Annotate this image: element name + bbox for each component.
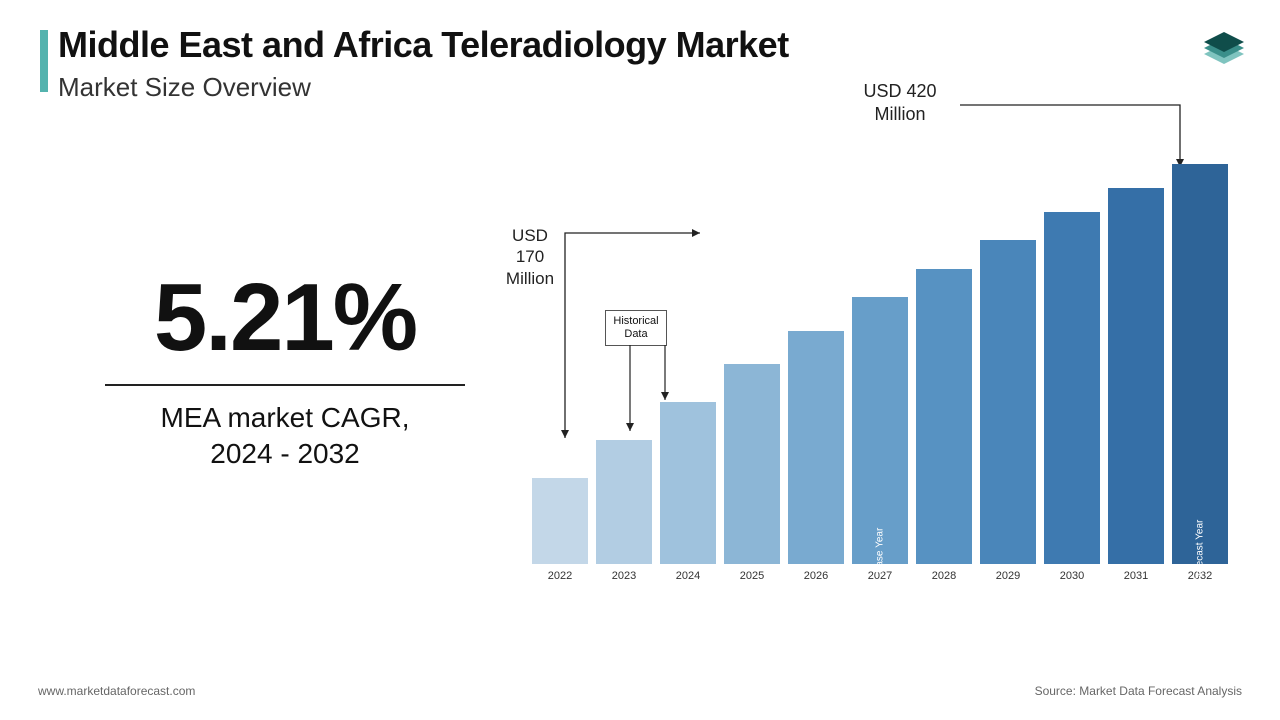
- bar-rect: [1044, 212, 1100, 564]
- bar-internal-label: Base Year: [875, 528, 886, 574]
- bar-year-label: 2030: [1060, 570, 1084, 582]
- cagr-block: 5.21% MEA market CAGR, 2024 - 2032: [105, 270, 465, 473]
- bar-year-label: 2024: [676, 570, 700, 582]
- bar-2032: Forecast Year2032: [1172, 164, 1228, 582]
- bar-chart: USD 420 Million USD 170 Million Historic…: [520, 150, 1240, 610]
- bar-rect: [980, 240, 1036, 564]
- bar-rect: [660, 402, 716, 564]
- bar-2027: Base Year2027: [852, 297, 908, 582]
- annotation-end-value-text: USD 420 Million: [863, 81, 936, 124]
- page-title: Middle East and Africa Teleradiology Mar…: [58, 24, 789, 66]
- bar-rect: [724, 364, 780, 564]
- page-subtitle: Market Size Overview: [58, 72, 311, 103]
- cagr-divider: [105, 384, 465, 386]
- cagr-label-line1: MEA market CAGR,: [105, 400, 465, 436]
- bar-year-label: 2031: [1124, 570, 1148, 582]
- bar-2022: 2022: [532, 478, 588, 582]
- bar-year-label: 2023: [612, 570, 636, 582]
- bar-2028: 2028: [916, 269, 972, 582]
- bar-rect: [788, 331, 844, 564]
- bar-2023: 2023: [596, 440, 652, 582]
- bar-rect: [916, 269, 972, 564]
- bar-2030: 2030: [1044, 212, 1100, 582]
- footer-source: Source: Market Data Forecast Analysis: [1035, 684, 1242, 698]
- brand-logo-icon: [1196, 24, 1252, 85]
- bar-2025: 2025: [724, 364, 780, 582]
- bar-rect: Forecast Year: [1172, 164, 1228, 564]
- bar-rect: [1108, 188, 1164, 564]
- bar-internal-label: Forecast Year: [1195, 520, 1206, 582]
- cagr-value: 5.21%: [105, 270, 465, 366]
- bar-year-label: 2022: [548, 570, 572, 582]
- bar-2029: 2029: [980, 240, 1036, 582]
- cagr-label-line2: 2024 - 2032: [105, 436, 465, 472]
- annotation-end-value: USD 420 Million: [840, 80, 960, 125]
- page-root: Middle East and Africa Teleradiology Mar…: [0, 0, 1280, 720]
- bar-rect: [596, 440, 652, 564]
- bar-rect: [532, 478, 588, 564]
- bar-year-label: 2025: [740, 570, 764, 582]
- bar-year-label: 2029: [996, 570, 1020, 582]
- bar-rect: Base Year: [852, 297, 908, 564]
- bar-2031: 2031: [1108, 188, 1164, 582]
- bar-year-label: 2026: [804, 570, 828, 582]
- title-accent-bar: [40, 30, 48, 92]
- footer-url: www.marketdataforecast.com: [38, 684, 195, 698]
- bar-2024: 2024: [660, 402, 716, 582]
- bar-2026: 2026: [788, 331, 844, 582]
- bar-year-label: 2028: [932, 570, 956, 582]
- bar-container: 2022 2023 2024 2025 2026 Base Year2027 2028 202…: [532, 182, 1228, 582]
